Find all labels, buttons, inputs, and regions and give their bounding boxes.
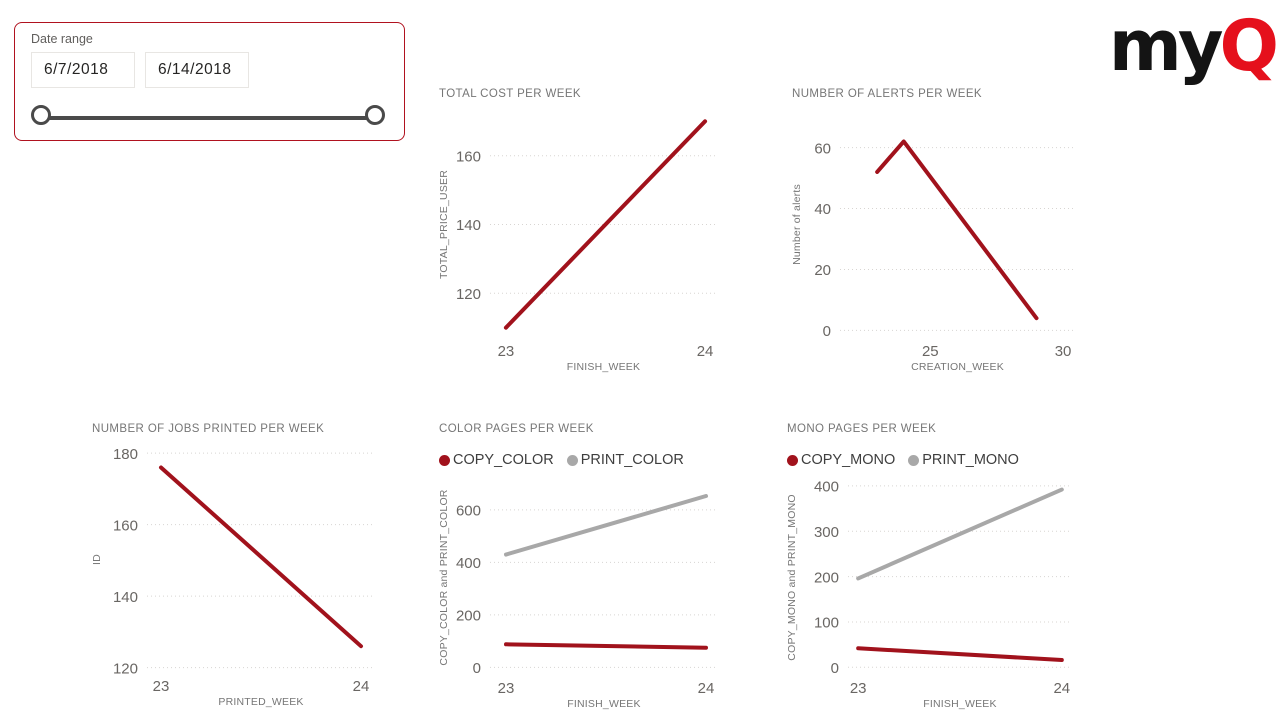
svg-text:140: 140: [456, 217, 481, 234]
legend-dot-gray-icon: [908, 454, 920, 466]
start-date-input[interactable]: 6/7/2018: [31, 52, 135, 88]
legend-label: COPY_COLOR: [453, 452, 554, 468]
total-cost-line-plot[interactable]: 120 140 160 23 24 FINISH_WEEK TOTAL_PRICE_USER: [437, 85, 731, 375]
end-date-input[interactable]: 6/14/2018: [145, 52, 249, 88]
chart-title: NUMBER OF ALERTS PER WEEK: [792, 88, 982, 100]
chart-title: NUMBER OF JOBS PRINTED PER WEEK: [92, 423, 325, 435]
mono-pages-line-plot[interactable]: 0 100 200 300 400 23 24 FINISH_WEEK COPY_MONO an…: [785, 420, 1080, 712]
svg-text:24: 24: [1053, 680, 1070, 697]
alerts-line-plot[interactable]: 0 20 40 60 25 30 CREATION_WEEK Number of alerts: [790, 85, 1085, 375]
chart-legend: COPY_COLOR PRINT_COLOR: [439, 452, 684, 468]
svg-text:PRINTED_WEEK: PRINTED_WEEK: [218, 696, 303, 708]
legend-item-copy-mono[interactable]: COPY_MONO: [787, 452, 895, 468]
svg-text:TOTAL_PRICE_USER: TOTAL_PRICE_USER: [438, 170, 450, 279]
svg-text:COPY_COLOR and PRINT_COLOR: COPY_COLOR and PRINT_COLOR: [438, 489, 450, 665]
chart-number-of-alerts-per-week[interactable]: NUMBER OF ALERTS PER WEEK 0 20 40 60 25 30 CRE…: [790, 85, 1085, 375]
slider-handle-start[interactable]: [31, 105, 51, 125]
svg-text:20: 20: [814, 262, 831, 279]
chart-color-pages-per-week[interactable]: COLOR PAGES PER WEEK COPY_COLOR PRINT_CO…: [437, 420, 731, 712]
slicer-title: Date range: [31, 32, 93, 46]
chart-legend: COPY_MONO PRINT_MONO: [787, 452, 1019, 468]
svg-text:140: 140: [113, 589, 138, 606]
svg-text:FINISH_WEEK: FINISH_WEEK: [923, 698, 996, 710]
myq-logo: myQ: [1109, 11, 1279, 86]
svg-text:120: 120: [113, 660, 138, 677]
svg-text:0: 0: [831, 660, 839, 677]
svg-text:24: 24: [353, 678, 370, 695]
logo-text-my: my: [1108, 5, 1224, 87]
legend-item-print-mono[interactable]: PRINT_MONO: [908, 452, 1019, 468]
date-range-slider[interactable]: [31, 105, 385, 131]
chart-total-cost-per-week[interactable]: TOTAL COST PER WEEK 120 140 160 23 24 FINISH_…: [437, 85, 731, 375]
legend-item-copy-color[interactable]: COPY_COLOR: [439, 452, 554, 468]
legend-dot-gray-icon: [566, 454, 578, 466]
slider-handle-end[interactable]: [365, 105, 385, 125]
svg-text:FINISH_WEEK: FINISH_WEEK: [567, 698, 640, 710]
legend-item-print-color[interactable]: PRINT_COLOR: [566, 452, 684, 468]
svg-text:400: 400: [456, 555, 481, 572]
svg-text:200: 200: [814, 569, 839, 586]
svg-text:180: 180: [113, 446, 138, 463]
svg-text:FINISH_WEEK: FINISH_WEEK: [567, 361, 640, 373]
chart-title: TOTAL COST PER WEEK: [439, 88, 582, 100]
svg-text:120: 120: [456, 286, 481, 303]
svg-text:100: 100: [814, 615, 839, 632]
legend-dot-red-icon: [787, 454, 798, 466]
svg-text:0: 0: [473, 660, 481, 677]
chart-mono-pages-per-week[interactable]: MONO PAGES PER WEEK COPY_MONO PRINT_MONO…: [785, 420, 1080, 712]
svg-text:COPY_MONO and PRINT_MONO: COPY_MONO and PRINT_MONO: [786, 494, 798, 660]
svg-text:25: 25: [922, 343, 939, 360]
svg-text:30: 30: [1055, 343, 1072, 360]
legend-label: COPY_MONO: [801, 452, 896, 468]
legend-dot-red-icon: [439, 454, 450, 466]
svg-text:24: 24: [697, 343, 714, 360]
svg-text:40: 40: [814, 201, 831, 218]
jobs-printed-line-plot[interactable]: 120 140 160 180 23 24 PRINTED_WEEK ID: [90, 420, 385, 712]
color-pages-line-plot[interactable]: 0 200 400 600 23 24 FINISH_WEEK COPY_COLOR and …: [437, 420, 731, 712]
svg-text:ID: ID: [91, 554, 103, 565]
svg-text:0: 0: [823, 323, 831, 340]
svg-text:24: 24: [698, 680, 715, 697]
legend-label: PRINT_COLOR: [580, 452, 684, 468]
svg-text:23: 23: [498, 343, 515, 360]
svg-text:60: 60: [814, 140, 831, 157]
svg-text:23: 23: [498, 680, 515, 697]
svg-text:600: 600: [456, 503, 481, 520]
svg-text:300: 300: [814, 524, 839, 541]
svg-text:200: 200: [456, 608, 481, 625]
svg-text:23: 23: [850, 680, 867, 697]
date-range-slicer[interactable]: Date range 6/7/2018 6/14/2018: [14, 22, 405, 141]
chart-number-of-jobs-printed-per-week[interactable]: NUMBER OF JOBS PRINTED PER WEEK 120 140 16…: [90, 420, 385, 712]
svg-text:400: 400: [814, 479, 839, 496]
svg-text:160: 160: [456, 148, 481, 165]
svg-text:23: 23: [153, 678, 170, 695]
chart-title: MONO PAGES PER WEEK: [787, 423, 937, 435]
chart-title: COLOR PAGES PER WEEK: [439, 423, 594, 435]
slider-track[interactable]: [44, 116, 372, 120]
svg-text:160: 160: [113, 517, 138, 534]
date-inputs: 6/7/2018 6/14/2018: [31, 52, 249, 88]
legend-label: PRINT_MONO: [922, 452, 1019, 468]
svg-text:CREATION_WEEK: CREATION_WEEK: [911, 361, 1004, 373]
svg-text:Number of alerts: Number of alerts: [791, 184, 803, 265]
logo-text-q: Q: [1219, 5, 1278, 87]
